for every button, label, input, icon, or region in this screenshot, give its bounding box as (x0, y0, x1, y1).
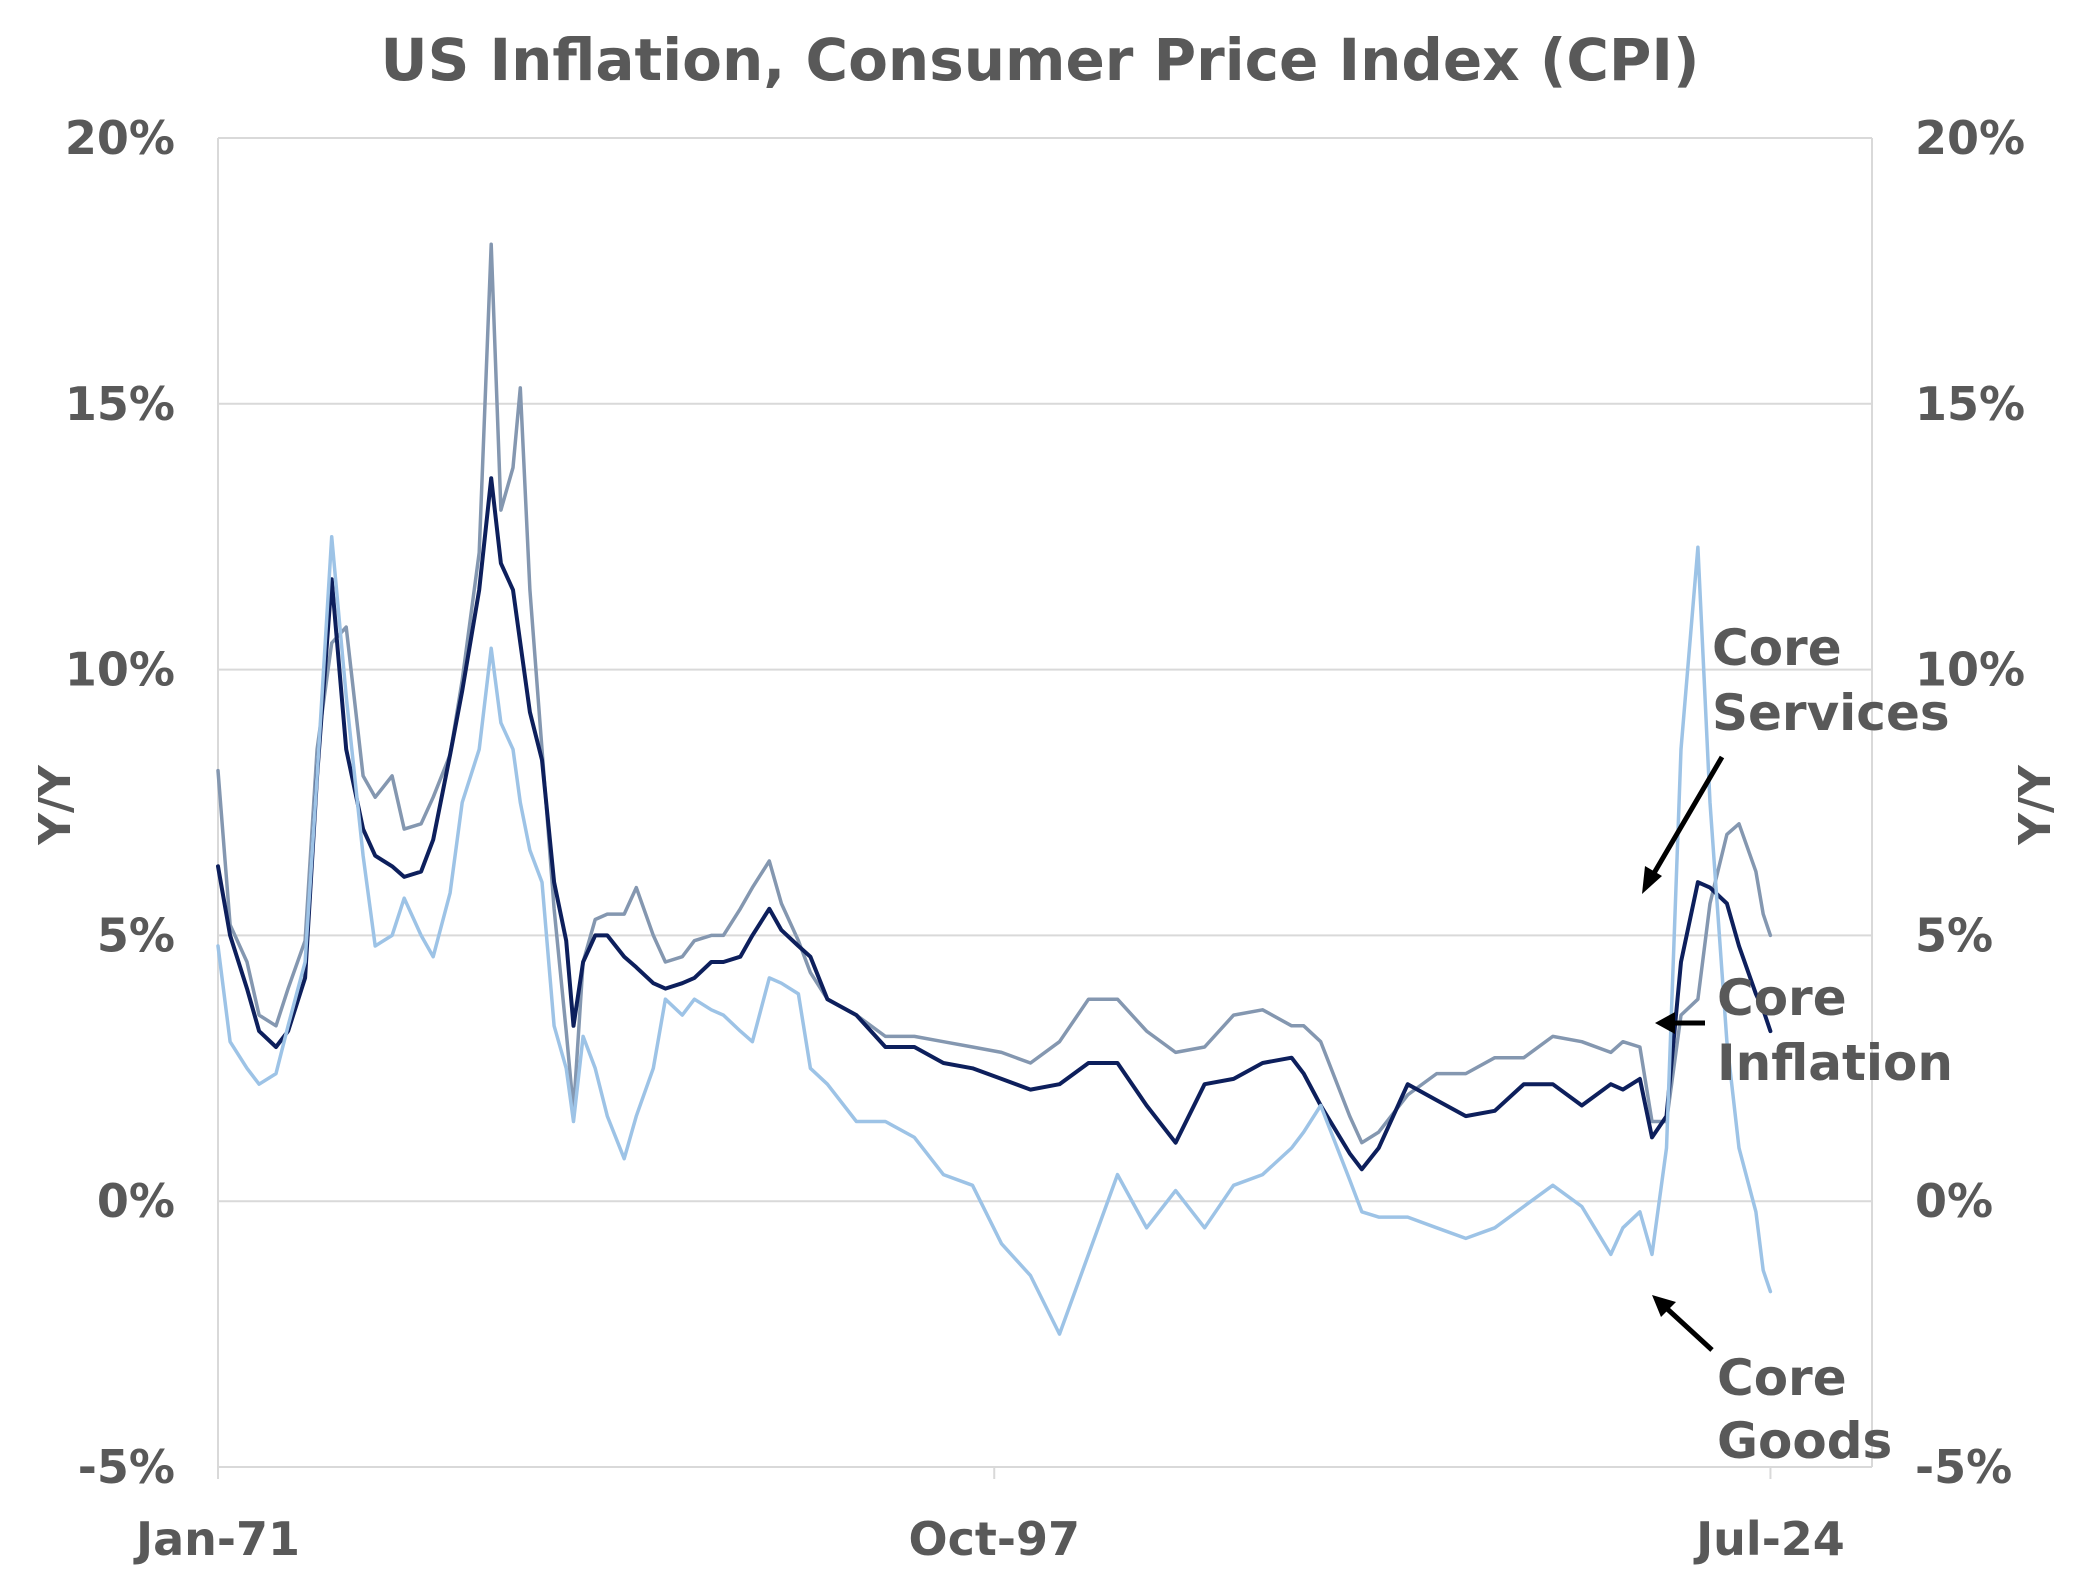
left-y-tick-labels: -5% 0% 5% 10% 15% 20% (65, 111, 175, 1494)
y-tick-label-left: 10% (65, 643, 175, 697)
annotation-core-goods-line1: Core (1717, 1349, 1847, 1407)
y-tick-label-right: -5% (1915, 1440, 2012, 1494)
y-tick-label-left: 5% (97, 908, 175, 962)
y-tick-label-right: 20% (1915, 111, 2025, 165)
arrow-core-services (1647, 755, 1725, 882)
annotation-core-services: Core Services (1642, 619, 1950, 894)
y-tick-label-right: 15% (1915, 377, 2025, 431)
arrow-head-core-services (1642, 866, 1662, 894)
right-y-tick-labels: -5% 0% 5% 10% 15% 20% (1915, 111, 2025, 1494)
annotation-core-services-line2: Services (1712, 684, 1950, 742)
annotation-core-goods: Core Goods (1652, 1295, 1892, 1470)
x-tick-label: Oct-97 (908, 1512, 1079, 1566)
annotation-core-inflation: Core Inflation (1655, 969, 1953, 1092)
y-tick-label-left: -5% (78, 1440, 175, 1494)
series-line-core-inflation (216, 476, 1773, 1172)
series-line-core-goods (216, 534, 1773, 1336)
arrow-core-goods (1661, 1303, 1714, 1352)
y-tick-label-right: 0% (1915, 1174, 1993, 1228)
x-tick-labels: Jan-71 Oct-97 Jul-24 (133, 1467, 1845, 1566)
annotation-core-inflation-line1: Core (1717, 969, 1847, 1027)
right-y-axis-label: Y/Y (2010, 764, 2061, 846)
x-tick-label: Jul-24 (1693, 1512, 1845, 1566)
series-line-core-services (216, 242, 1773, 1145)
annotation-core-services-line1: Core (1712, 619, 1842, 677)
y-tick-label-right: 5% (1915, 908, 1993, 962)
annotation-core-inflation-line2: Inflation (1717, 1034, 1953, 1092)
y-tick-label-left: 0% (97, 1174, 175, 1228)
series-group (216, 242, 1773, 1336)
left-y-axis-label: Y/Y (30, 764, 81, 846)
y-tick-label-left: 15% (65, 377, 175, 431)
y-tick-label-left: 20% (65, 111, 175, 165)
x-tick-label: Jan-71 (133, 1512, 300, 1566)
y-tick-label-right: 10% (1915, 643, 2025, 697)
arrow-head-core-inflation (1655, 1012, 1675, 1034)
annotation-core-goods-line2: Goods (1717, 1412, 1892, 1470)
arrow-head-core-goods (1652, 1295, 1676, 1317)
chart-title: US Inflation, Consumer Price Index (CPI) (380, 26, 1699, 94)
